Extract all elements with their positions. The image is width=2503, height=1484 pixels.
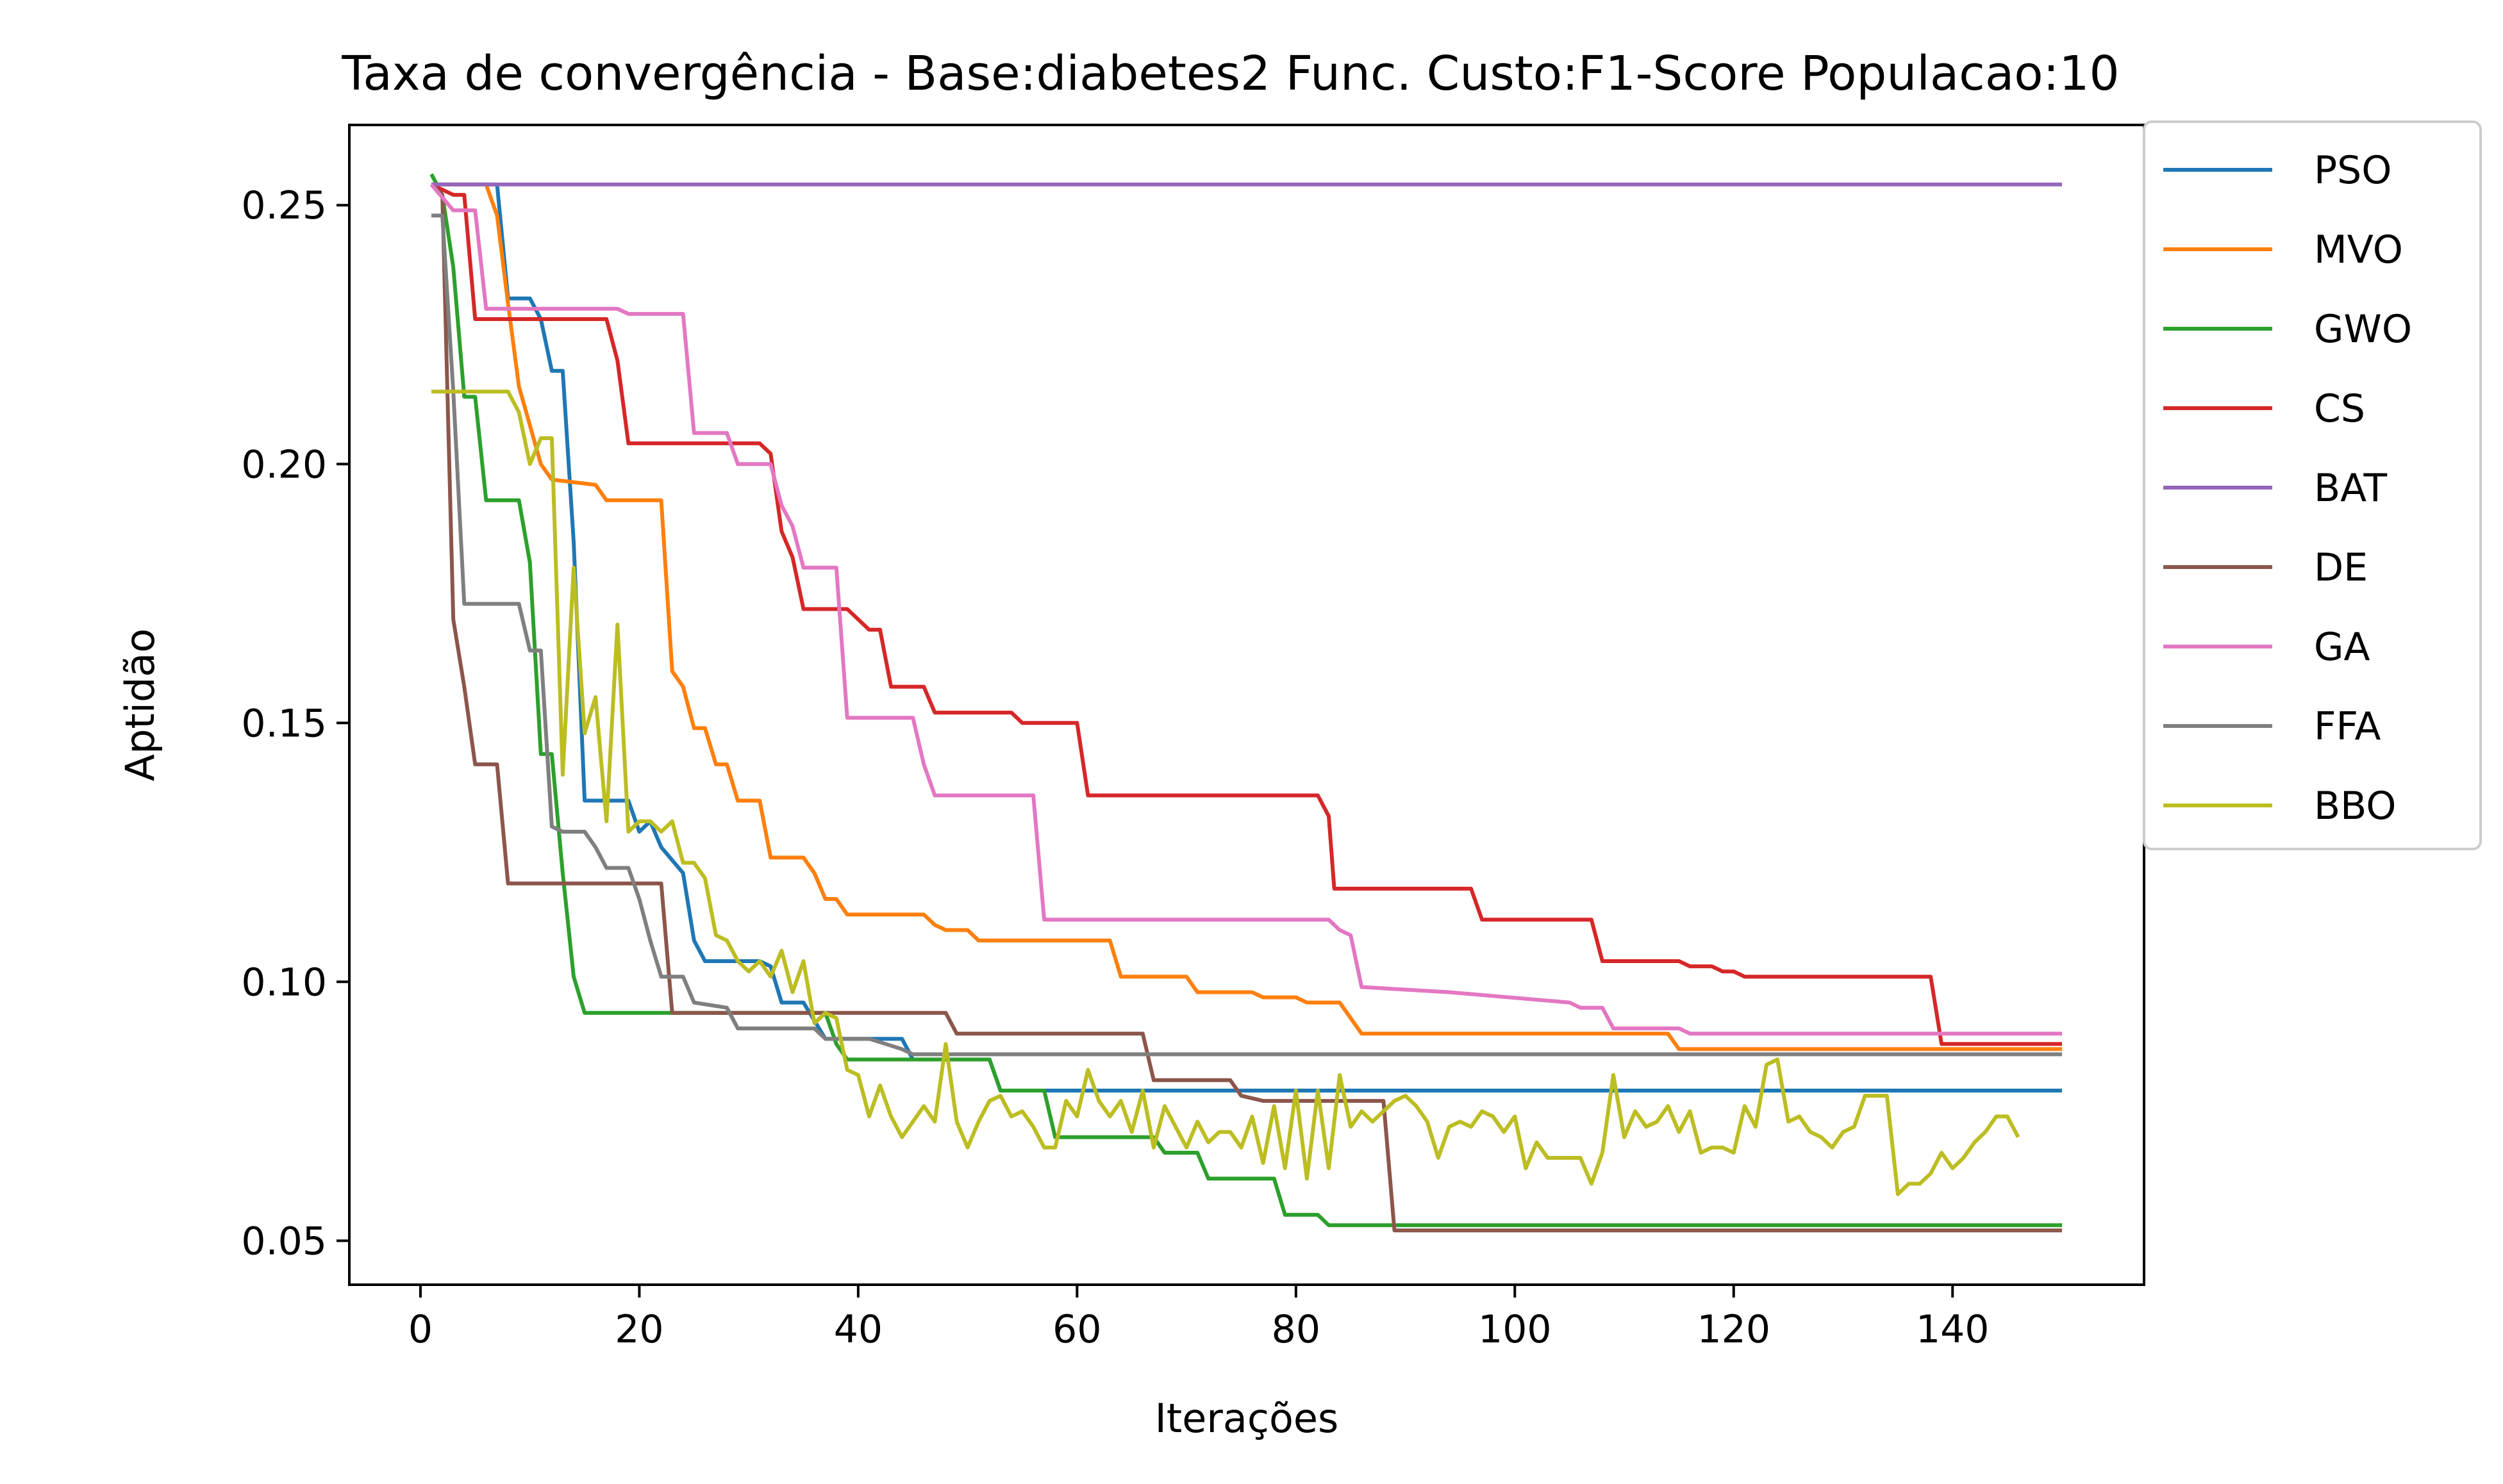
series-lines [429, 173, 2062, 1233]
legend-label-cs: CS [2314, 386, 2365, 431]
series-line-ga [429, 183, 2062, 1036]
legend-label-bbo: BBO [2314, 784, 2397, 829]
chart-title: Taxa de convergência - Base:diabetes2 Fu… [341, 46, 2119, 101]
x-tick-label: 80 [1272, 1307, 1320, 1352]
y-axis-ticks: 0.05 0.10 0.15 0.20 0.25 [241, 183, 349, 1264]
series-line-cs [430, 183, 2062, 1046]
series-line-mvo [431, 182, 2062, 1051]
x-tick-label: 120 [1697, 1307, 1770, 1352]
y-tick-label: 0.15 [241, 701, 327, 746]
legend-label-mvo: MVO [2314, 227, 2403, 272]
x-axis-label: Iterações [1155, 1395, 1339, 1442]
legend-label-bat: BAT [2314, 466, 2388, 511]
x-axis-ticks: 0 20 40 60 80 100 120 140 [408, 1285, 1990, 1352]
plot-background [349, 125, 2144, 1285]
y-tick-label: 0.10 [241, 960, 327, 1005]
y-tick-label: 0.20 [241, 442, 327, 487]
legend: PSO MVO GWO CS BAT DE GA FFA BBO [2143, 120, 2482, 850]
legend-label-gwo: GWO [2314, 307, 2412, 352]
x-tick-label: 100 [1478, 1307, 1552, 1352]
legend-frame [2143, 120, 2482, 850]
y-tick-label: 0.05 [241, 1219, 327, 1264]
legend-label-ga: GA [2314, 625, 2370, 670]
x-tick-label: 20 [615, 1307, 663, 1352]
legend-label-pso: PSO [2314, 148, 2392, 193]
y-tick-label: 0.25 [241, 183, 327, 228]
legend-label-de: DE [2314, 545, 2368, 590]
x-tick-label: 60 [1052, 1307, 1101, 1352]
legend-label-ffa: FFA [2314, 704, 2381, 749]
x-tick-label: 40 [834, 1307, 883, 1352]
series-line-de [429, 183, 2062, 1233]
x-tick-label: 0 [408, 1307, 433, 1352]
plot-area [348, 124, 2145, 1286]
y-axis-label: Aptidão [117, 629, 163, 782]
series-line-bbo [431, 390, 2020, 1196]
x-tick-label: 140 [1916, 1307, 1990, 1352]
series-line-ffa [431, 213, 2062, 1057]
series-line-gwo [429, 173, 2062, 1228]
series-line-pso [431, 182, 2062, 1092]
